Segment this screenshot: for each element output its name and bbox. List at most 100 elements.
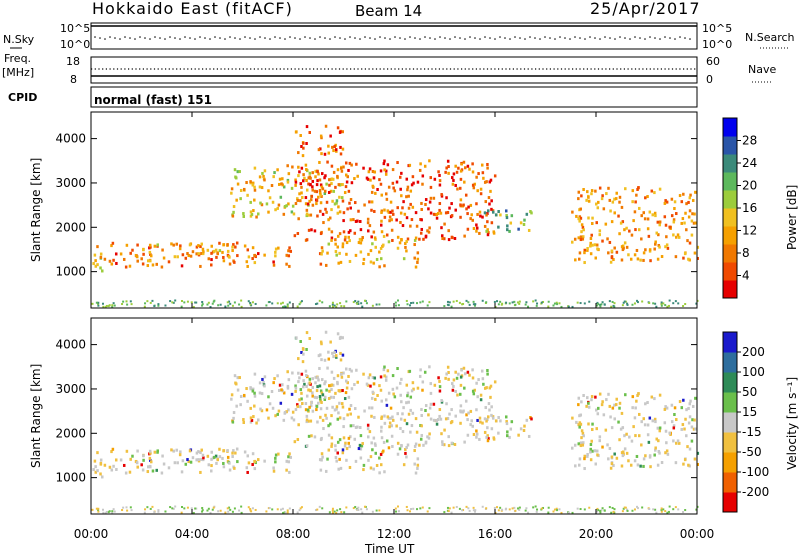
power-echo-cell — [310, 228, 313, 232]
power-echo-cell — [471, 162, 474, 166]
power-echo-cell — [214, 248, 218, 252]
velocity-echo-cell — [481, 421, 484, 425]
power-echo-cell — [101, 302, 104, 305]
velocity-echo-cell — [369, 455, 373, 459]
velocity-echo-cell — [441, 442, 444, 446]
power-echo-cell — [328, 216, 332, 220]
power-echo-cell — [636, 299, 639, 302]
power-echo-cell — [362, 257, 366, 261]
power-echo-cell — [149, 301, 152, 304]
power-echo-cell — [468, 167, 471, 171]
velocity-echo-cell — [348, 367, 352, 371]
velocity-echo-cell — [311, 409, 315, 413]
velocity-echo-cell — [589, 447, 592, 451]
power-echo-cell — [506, 228, 509, 232]
velocity-echo-cell — [296, 511, 299, 514]
velocity-echo-cell — [253, 394, 257, 398]
velocity-echo-cell — [315, 389, 319, 393]
power-echo-cell — [466, 164, 470, 168]
power-echo-cell — [523, 218, 526, 222]
power-echo-cell — [696, 299, 699, 302]
power-echo-cell — [596, 247, 599, 251]
velocity-echo-cell — [492, 416, 495, 420]
velocity-echo-cell — [201, 453, 205, 457]
velocity-echo-cell — [286, 370, 289, 374]
velocity-echo-cell — [322, 427, 325, 431]
velocity-echo-cell — [172, 507, 175, 510]
noise-point — [314, 38, 316, 40]
velocity-echo-cell — [226, 449, 229, 453]
power-echo-cell — [583, 251, 586, 255]
velocity-echo-cell — [396, 505, 399, 508]
nave-label: Nave — [748, 63, 776, 76]
power-echo-cell — [392, 186, 395, 190]
velocity-colorbar-frame — [722, 331, 738, 513]
velocity-echo-cell — [446, 365, 450, 369]
power-echo-cell — [416, 251, 420, 255]
velocity-echo-cell — [469, 409, 473, 413]
power-echo-cell — [450, 305, 453, 308]
power-echo-cell — [623, 228, 626, 232]
velocity-echo-cell — [362, 463, 366, 467]
velocity-echo-cell — [344, 441, 347, 445]
velocity-echo-cell — [466, 433, 470, 437]
noise-point — [134, 38, 136, 40]
velocity-echo-cell — [593, 449, 597, 453]
power-y-tick-label: 2000 — [55, 220, 86, 234]
noise-point — [524, 38, 526, 40]
power-echo-cell — [420, 218, 423, 222]
power-echo-cell — [391, 212, 395, 216]
velocity-echo-cell — [655, 437, 658, 441]
power-echo-cell — [325, 210, 328, 214]
power-echo-cell — [675, 235, 678, 239]
velocity-echo-cell — [334, 354, 338, 358]
power-echo-cell — [405, 216, 409, 220]
power-echo-cell — [375, 303, 378, 306]
power-echo-cell — [448, 206, 451, 210]
power-echo-cell — [648, 248, 652, 252]
velocity-echo-cell — [271, 508, 274, 511]
power-echo-cell — [345, 241, 349, 245]
power-echo-cell — [687, 200, 690, 204]
velocity-echo-cell — [323, 395, 327, 399]
velocity-echo-cell — [180, 470, 184, 474]
velocity-echo-cell — [380, 436, 384, 440]
velocity-echo-cell — [329, 340, 332, 344]
velocity-echo-cell — [338, 416, 342, 420]
power-echo-cell — [395, 180, 399, 184]
power-echo-cell — [141, 262, 145, 266]
velocity-echo-cell — [318, 458, 322, 462]
velocity-echo-cell — [325, 416, 328, 420]
velocity-echo-cell — [501, 508, 504, 511]
velocity-echo-cell — [171, 507, 174, 510]
power-echo-cell — [492, 230, 496, 234]
noise-point — [309, 37, 311, 39]
power-echo-cell — [331, 305, 334, 308]
velocity-echo-cell — [232, 416, 235, 420]
velocity-echo-cell — [459, 421, 462, 425]
power-echo-cell — [690, 233, 694, 237]
power-echo-cell — [574, 258, 577, 262]
velocity-echo-cell — [463, 440, 466, 444]
power-echo-cell — [670, 214, 674, 218]
velocity-echo-cell — [666, 511, 669, 514]
power-echo-cell — [335, 306, 338, 309]
power-echo-cell — [672, 218, 676, 222]
power-echo-cell — [490, 199, 493, 203]
velocity-echo-cell — [618, 438, 621, 442]
power-echo-cell — [411, 175, 415, 179]
velocity-echo-cell — [421, 380, 425, 384]
power-echo-cell — [362, 262, 365, 266]
power-echo-cell — [209, 306, 212, 309]
velocity-echo-cell — [125, 449, 129, 453]
power-echo-cell — [688, 258, 691, 262]
velocity-echo-cell — [695, 508, 698, 511]
power-echo-cell — [272, 175, 275, 179]
power-echo-cell — [318, 160, 321, 164]
power-echo-cell — [296, 197, 299, 201]
power-echo-cell — [294, 202, 298, 206]
power-echo-cell — [281, 301, 284, 304]
power-echo-cell — [433, 177, 437, 181]
velocity-echo-cell — [673, 413, 676, 417]
velocity-echo-cell — [201, 509, 204, 512]
